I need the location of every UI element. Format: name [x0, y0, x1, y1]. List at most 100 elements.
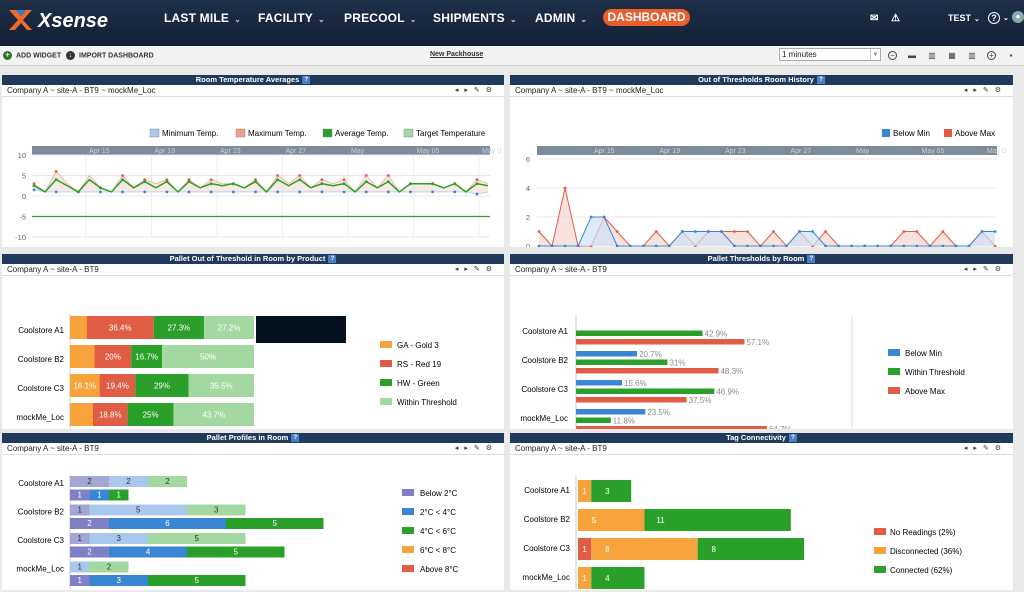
- panel-controls[interactable]: ◂▸✎⚙: [454, 87, 498, 94]
- bar-label: 50%: [200, 353, 216, 362]
- nav-shipments[interactable]: SHIPMENTS ⌄: [433, 11, 517, 25]
- navigator-tick: May: [351, 148, 365, 155]
- legend-swatch: [322, 128, 333, 138]
- bar-label: 5: [136, 506, 141, 515]
- bar-segment: [99, 374, 136, 397]
- chat-icon[interactable]: ●: [1012, 11, 1024, 23]
- legend-swatch: [402, 527, 414, 534]
- mail-icon[interactable]: ✉: [870, 13, 879, 24]
- chevron-down-icon[interactable]: ⌄: [1003, 15, 1009, 22]
- bar-segment: [591, 538, 698, 560]
- bar-label: 23.5%: [647, 408, 670, 417]
- bar-segment: [226, 518, 324, 529]
- new-packhouse-link[interactable]: New Packhouse: [430, 51, 484, 58]
- legend-label: HW - Green: [397, 379, 440, 388]
- zoom-in-icon[interactable]: +: [987, 51, 996, 60]
- layout-2-icon[interactable]: ▥: [928, 51, 936, 60]
- pallet-out-threshold-panel: Pallet Out of Threshold in Room by Produ…: [2, 254, 504, 431]
- data-point: [746, 244, 749, 248]
- panel-controls[interactable]: ◂▸✎⚙: [454, 445, 498, 452]
- bar-label: 4: [605, 574, 610, 583]
- import-dashboard-button[interactable]: ↓ IMPORT DASHBOARD: [66, 51, 154, 60]
- y-tick-label: -5: [19, 213, 26, 222]
- temperature-line-chart[interactable]: Minimum Temp. Maximum Temp. Average Temp. T…: [2, 97, 504, 260]
- dark-overlay-block: [256, 316, 346, 343]
- navigator-tick: May: [856, 148, 870, 155]
- data-point: [902, 230, 906, 233]
- chevron-down-icon: ⌄: [317, 15, 325, 24]
- bar-segment: [578, 509, 645, 531]
- nav-precool[interactable]: PRECOOL ⌄: [344, 11, 417, 25]
- brand-logo[interactable]: Xsense: [6, 6, 116, 36]
- data-point: [563, 186, 567, 190]
- data-point: [254, 190, 257, 194]
- panel-controls[interactable]: ◂▸✎⚙: [963, 87, 1007, 94]
- data-point: [165, 180, 169, 184]
- legend-swatch: [149, 128, 160, 138]
- category-label: Coolstore C3: [523, 544, 570, 553]
- data-point: [143, 180, 147, 184]
- help-icon[interactable]: ?: [807, 255, 816, 263]
- bar: [576, 426, 767, 432]
- interval-select[interactable]: 1 minutes ▼: [779, 48, 881, 61]
- nav-admin[interactable]: ADMIN ⌄: [535, 11, 588, 25]
- bar-segment: [70, 546, 109, 558]
- layout-1-icon[interactable]: ▬: [908, 51, 916, 60]
- legend-swatch: [874, 566, 886, 573]
- help-icon[interactable]: ?: [302, 76, 311, 84]
- bar-label: 5: [195, 534, 200, 543]
- data-point: [993, 230, 997, 233]
- layout-3-icon[interactable]: ▦: [948, 51, 956, 60]
- pallet-product-bar-chart[interactable]: Coolstore A1 36.4% 27.3% 27.2% Coolstore B2 2…: [2, 276, 504, 431]
- chevron-down-icon: ⌄: [234, 15, 242, 24]
- series-area: [539, 188, 995, 246]
- nav-dashboard[interactable]: DASHBOARD: [603, 9, 690, 26]
- layout-4-icon[interactable]: ▥: [968, 51, 976, 60]
- panel-controls[interactable]: ◂▸✎⚙: [963, 266, 1007, 273]
- add-widget-button[interactable]: + ADD WIDGET: [3, 51, 61, 60]
- bar-label: 1: [582, 545, 587, 554]
- data-point: [298, 190, 302, 194]
- bar-label: 4: [146, 548, 151, 557]
- legend-swatch: [402, 489, 414, 496]
- room-temperature-panel: Room Temperature Averages? Company A ~ s…: [2, 75, 504, 260]
- panel-controls[interactable]: ◂▸✎⚙: [454, 266, 498, 273]
- bar-label: 11.8%: [613, 417, 635, 426]
- help-icon[interactable]: ?: [328, 255, 337, 263]
- help-icon[interactable]: ?: [291, 434, 300, 442]
- y-tick-label: 2: [526, 213, 530, 222]
- data-point: [475, 182, 479, 186]
- bar-segment: [94, 345, 132, 368]
- category-label: mockMe_Loc: [522, 573, 570, 582]
- series-line: [538, 187, 996, 248]
- navigator-tick: Apr 19: [155, 148, 176, 155]
- nav-last-mile[interactable]: LAST MILE ⌄: [164, 11, 242, 25]
- save-icon[interactable]: ▪: [1009, 51, 1013, 60]
- data-point: [602, 215, 606, 219]
- chevron-down-icon: ⌄: [409, 15, 417, 24]
- help-icon[interactable]: ?: [816, 76, 825, 84]
- user-menu[interactable]: TEST ⌄: [948, 13, 980, 23]
- zoom-out-icon[interactable]: −: [888, 51, 897, 60]
- legend-label: Within Threshold: [905, 368, 965, 377]
- bar-label: 1: [78, 563, 83, 572]
- data-point: [563, 244, 567, 248]
- navigator-tick: May 05: [922, 148, 945, 155]
- panel-controls[interactable]: ◂▸✎⚙: [963, 445, 1007, 452]
- nav-facility[interactable]: FACILITY ⌄: [258, 11, 325, 25]
- data-point: [915, 230, 919, 233]
- data-point: [209, 182, 213, 186]
- alert-off-icon[interactable]: ⚠: [891, 13, 900, 24]
- category-label: Coolstore A1: [524, 486, 570, 495]
- help-icon[interactable]: ?: [788, 434, 797, 442]
- legend-swatch: [380, 398, 392, 405]
- bar: [576, 368, 719, 374]
- data-point: [759, 244, 762, 248]
- bar-segment: [109, 518, 226, 529]
- pallet-thresholds-bar-chart[interactable]: Coolstore A1 42.9% 57.1% Coolstore B2 20.7% 3…: [510, 276, 1013, 434]
- data-point: [824, 244, 828, 248]
- help-icon[interactable]: ?: [988, 12, 1000, 24]
